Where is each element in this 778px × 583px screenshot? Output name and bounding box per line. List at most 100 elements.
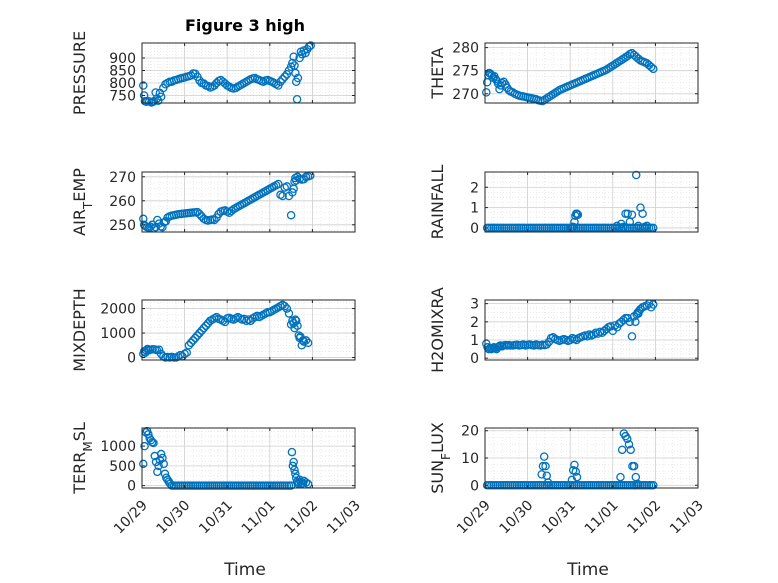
data-point xyxy=(649,300,658,309)
y-tick-label: 275 xyxy=(452,64,479,80)
subplot-rainfall: 0 1 2 RAINFALL xyxy=(428,165,699,239)
data-point xyxy=(572,335,581,345)
data-point xyxy=(193,207,202,217)
data-point xyxy=(642,221,652,231)
x-axis-label-right: Time xyxy=(566,560,609,580)
data-point xyxy=(538,96,547,106)
data-point xyxy=(572,472,582,482)
series-markers xyxy=(139,171,315,233)
x-axis-label-left: Time xyxy=(223,560,266,580)
data-point xyxy=(634,221,643,231)
data-point xyxy=(544,92,554,102)
data-point xyxy=(548,89,558,99)
y-tick-label: 1 xyxy=(470,333,479,349)
data-point xyxy=(193,331,202,340)
subplot-theta: 270 275 280 THETA xyxy=(428,41,699,106)
data-point xyxy=(614,57,624,66)
axes-box xyxy=(141,42,356,104)
data-point xyxy=(538,461,548,471)
data-point xyxy=(151,88,160,97)
data-point xyxy=(291,469,300,479)
data-point xyxy=(159,459,168,469)
y-axis-label: MIXDEPTH xyxy=(70,288,89,371)
axes-box xyxy=(484,171,699,233)
data-point xyxy=(568,222,578,232)
y-tick-label: 0 xyxy=(470,221,479,237)
data-point xyxy=(604,64,613,73)
data-point xyxy=(606,322,615,331)
data-point xyxy=(197,326,206,335)
data-point xyxy=(602,65,611,75)
data-point xyxy=(156,92,166,102)
data-point xyxy=(149,438,158,448)
data-point xyxy=(616,472,625,482)
data-point xyxy=(139,459,148,469)
data-point xyxy=(139,81,148,90)
y-axis-label: AIRTEMP xyxy=(70,168,95,236)
data-point xyxy=(184,341,194,350)
data-point xyxy=(612,221,622,231)
data-point xyxy=(623,51,632,61)
data-point xyxy=(542,94,552,103)
data-point xyxy=(290,465,299,475)
data-point xyxy=(482,88,491,97)
data-point xyxy=(608,61,618,70)
axes-box xyxy=(141,427,356,489)
data-point xyxy=(619,222,628,232)
data-point xyxy=(610,59,620,69)
data-point xyxy=(570,217,579,227)
axes-box xyxy=(141,171,356,233)
y-tick-label: 2 xyxy=(470,315,479,331)
y-tick-label: 270 xyxy=(452,87,479,103)
data-point xyxy=(280,301,289,311)
data-point xyxy=(146,435,156,445)
data-point xyxy=(288,58,297,68)
data-point xyxy=(301,336,311,345)
data-point xyxy=(210,215,219,225)
y-tick-label: 2000 xyxy=(100,302,136,318)
axes-background xyxy=(142,300,355,360)
data-point xyxy=(627,210,637,219)
data-point xyxy=(548,333,558,342)
y-tick-label: 850 xyxy=(109,64,136,80)
y-tick-label: 260 xyxy=(109,194,136,210)
data-point xyxy=(619,54,628,63)
data-point xyxy=(625,317,635,327)
data-point xyxy=(610,321,620,330)
data-point xyxy=(624,440,634,449)
data-point xyxy=(649,481,658,490)
data-point xyxy=(276,77,285,87)
data-point xyxy=(289,457,298,467)
y-tick-label: 1 xyxy=(470,201,479,217)
data-point xyxy=(288,188,297,197)
series-markers xyxy=(482,48,658,106)
data-point xyxy=(199,323,209,333)
data-point xyxy=(289,52,298,62)
data-point xyxy=(284,309,294,318)
data-point xyxy=(508,88,517,97)
y-tick-label: 1000 xyxy=(100,439,136,455)
series-markers xyxy=(139,300,313,362)
data-point xyxy=(287,447,297,457)
data-point xyxy=(182,348,191,357)
data-point xyxy=(551,88,560,98)
data-point xyxy=(227,206,236,216)
y-tick-label: 3 xyxy=(470,297,479,313)
data-point xyxy=(195,328,204,338)
data-point xyxy=(154,345,164,354)
data-point xyxy=(642,301,652,310)
data-point xyxy=(537,470,546,479)
y-tick-label: 250 xyxy=(109,218,136,234)
data-point xyxy=(190,333,200,343)
data-point xyxy=(606,62,615,72)
data-point xyxy=(212,312,221,322)
data-point xyxy=(154,461,163,471)
y-axis-label: SUNFLUX xyxy=(428,422,453,494)
axes-background xyxy=(142,428,355,488)
data-point xyxy=(634,54,643,63)
y-tick-label: 10 xyxy=(461,451,479,467)
data-point xyxy=(301,478,311,487)
